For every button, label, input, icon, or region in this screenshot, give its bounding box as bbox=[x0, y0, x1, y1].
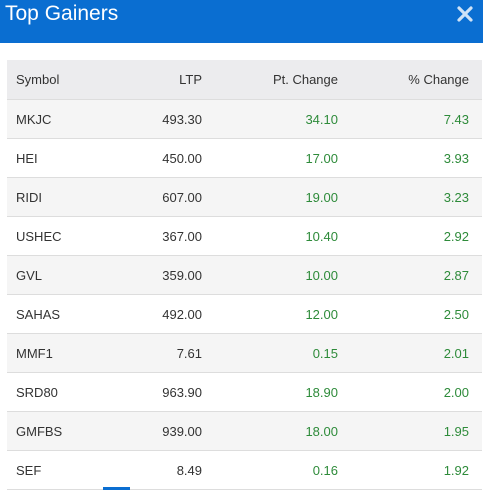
table-row[interactable]: SEF 8.49 0.16 1.92 bbox=[7, 450, 482, 490]
cell-pct-change: 2.00 bbox=[338, 372, 482, 412]
cell-pct-change: 3.23 bbox=[338, 177, 482, 217]
table-row[interactable]: SRD80 963.90 18.90 2.00 bbox=[7, 372, 482, 412]
cell-pt-change: 18.90 bbox=[202, 372, 338, 412]
cell-symbol: HEI bbox=[7, 138, 136, 178]
scroll-indicator[interactable] bbox=[103, 487, 130, 490]
table-row[interactable]: MMF1 7.61 0.15 2.01 bbox=[7, 333, 482, 373]
cell-ltp: 493.30 bbox=[136, 99, 202, 139]
table-row[interactable]: HEI 450.00 17.00 3.93 bbox=[7, 138, 482, 178]
table-row[interactable]: RIDI 607.00 19.00 3.23 bbox=[7, 177, 482, 217]
cell-symbol: SRD80 bbox=[7, 372, 136, 412]
cell-pt-change: 0.15 bbox=[202, 333, 338, 373]
cell-pct-change: 1.95 bbox=[338, 411, 482, 451]
cell-ltp: 367.00 bbox=[136, 216, 202, 256]
cell-ltp: 939.00 bbox=[136, 411, 202, 451]
column-header-symbol[interactable]: Symbol bbox=[7, 60, 136, 100]
modal-title: Top Gainers bbox=[5, 2, 119, 25]
cell-pt-change: 18.00 bbox=[202, 411, 338, 451]
table-row[interactable]: GMFBS 939.00 18.00 1.95 bbox=[7, 411, 482, 451]
cell-pt-change: 12.00 bbox=[202, 294, 338, 334]
cell-symbol: SEF bbox=[7, 450, 136, 490]
column-header-ltp[interactable]: LTP bbox=[136, 60, 202, 100]
table-row[interactable]: GVL 359.00 10.00 2.87 bbox=[7, 255, 482, 295]
cell-symbol: GMFBS bbox=[7, 411, 136, 451]
cell-ltp: 8.49 bbox=[136, 450, 202, 490]
cell-ltp: 450.00 bbox=[136, 138, 202, 178]
cell-pt-change: 10.00 bbox=[202, 255, 338, 295]
table-header-row: Symbol LTP Pt. Change % Change bbox=[7, 60, 482, 100]
close-button[interactable] bbox=[455, 4, 475, 24]
gainers-table: Symbol LTP Pt. Change % Change MKJC 493.… bbox=[7, 60, 482, 490]
table-row[interactable]: SAHAS 492.00 12.00 2.50 bbox=[7, 294, 482, 334]
table-row[interactable]: USHEC 367.00 10.40 2.92 bbox=[7, 216, 482, 256]
cell-pct-change: 2.50 bbox=[338, 294, 482, 334]
column-header-pt-change[interactable]: Pt. Change bbox=[202, 60, 338, 100]
cell-symbol: MKJC bbox=[7, 99, 136, 139]
cell-pt-change: 10.40 bbox=[202, 216, 338, 256]
cell-ltp: 963.90 bbox=[136, 372, 202, 412]
cell-symbol: MMF1 bbox=[7, 333, 136, 373]
close-icon bbox=[457, 6, 473, 22]
cell-ltp: 7.61 bbox=[136, 333, 202, 373]
modal-header: Top Gainers bbox=[0, 0, 483, 43]
gainers-table-container: Symbol LTP Pt. Change % Change MKJC 493.… bbox=[7, 60, 482, 490]
table-body: MKJC 493.30 34.10 7.43 HEI 450.00 17.00 … bbox=[7, 99, 482, 490]
cell-pct-change: 2.01 bbox=[338, 333, 482, 373]
cell-ltp: 492.00 bbox=[136, 294, 202, 334]
cell-symbol: GVL bbox=[7, 255, 136, 295]
cell-pct-change: 3.93 bbox=[338, 138, 482, 178]
cell-pt-change: 0.16 bbox=[202, 450, 338, 490]
cell-pct-change: 1.92 bbox=[338, 450, 482, 490]
cell-pt-change: 34.10 bbox=[202, 99, 338, 139]
cell-pt-change: 17.00 bbox=[202, 138, 338, 178]
table-row[interactable]: MKJC 493.30 34.10 7.43 bbox=[7, 99, 482, 139]
cell-pct-change: 2.92 bbox=[338, 216, 482, 256]
cell-pt-change: 19.00 bbox=[202, 177, 338, 217]
cell-pct-change: 2.87 bbox=[338, 255, 482, 295]
cell-symbol: RIDI bbox=[7, 177, 136, 217]
cell-symbol: USHEC bbox=[7, 216, 136, 256]
cell-pct-change: 7.43 bbox=[338, 99, 482, 139]
cell-ltp: 607.00 bbox=[136, 177, 202, 217]
column-header-pct-change[interactable]: % Change bbox=[338, 60, 482, 100]
cell-symbol: SAHAS bbox=[7, 294, 136, 334]
cell-ltp: 359.00 bbox=[136, 255, 202, 295]
